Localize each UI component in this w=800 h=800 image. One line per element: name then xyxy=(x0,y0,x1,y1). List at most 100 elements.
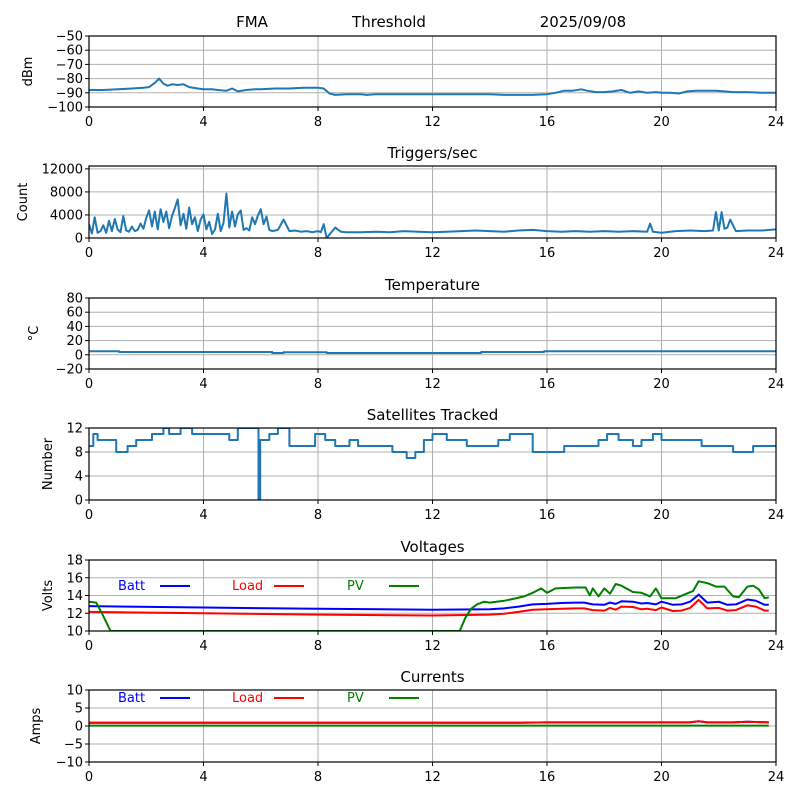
x-tick-label: 16 xyxy=(539,246,556,261)
x-tick-label: 16 xyxy=(539,508,556,523)
series-line-pv xyxy=(89,580,770,631)
y-axis-label: Volts xyxy=(41,580,56,612)
x-tick-label: 24 xyxy=(768,377,785,392)
x-tick-label: 4 xyxy=(199,639,207,654)
x-tick-label: 12 xyxy=(424,770,441,785)
y-tick-label: 80 xyxy=(66,292,83,307)
y-axis-label: dBm xyxy=(21,57,36,87)
series-group xyxy=(89,720,769,727)
x-tick-label: 16 xyxy=(539,377,556,392)
x-tick-label: 20 xyxy=(653,246,670,261)
legend-label: Load xyxy=(232,579,263,594)
x-tick-label: 20 xyxy=(653,770,670,785)
legend-label: Batt xyxy=(118,579,145,594)
legend-label: Load xyxy=(232,691,263,706)
x-tick-label: 12 xyxy=(424,246,441,261)
y-tick-label: −5 xyxy=(64,738,83,753)
figure-header: FMA Threshold 2025/09/08 xyxy=(236,13,626,31)
x-tick-label: 20 xyxy=(653,508,670,523)
y-tick-label: −70 xyxy=(56,58,83,73)
y-tick-label: −80 xyxy=(56,72,83,87)
x-tick-label: 0 xyxy=(85,115,93,130)
panel-satellites: 0 4 8 12 16 20 24 0 4 8 12 Number Satellites Tracked xyxy=(41,406,784,523)
header-date: 2025/09/08 xyxy=(540,13,626,31)
y-tick-label: 0 xyxy=(75,494,83,509)
x-tick-label: 12 xyxy=(424,115,441,130)
legend-label: Batt xyxy=(118,691,145,706)
legend-item-load: Load xyxy=(232,691,304,706)
x-tick-label: 4 xyxy=(199,377,207,392)
x-tick-label: 8 xyxy=(314,115,322,130)
y-tick-label: 20 xyxy=(66,334,83,349)
series-line-satellites xyxy=(89,428,776,500)
y-tick-label: 10 xyxy=(66,625,83,640)
x-tick-label: 4 xyxy=(199,508,207,523)
y-axis-label: Count xyxy=(16,183,31,222)
chart-title: Currents xyxy=(400,668,464,686)
x-tick-label: 0 xyxy=(85,770,93,785)
x-tick-label: 16 xyxy=(539,770,556,785)
panel-signal: 0 4 8 12 16 20 24 −100−90−80−70−60−50 dBm xyxy=(21,30,784,131)
y-tick-label: 12 xyxy=(66,422,83,437)
x-tick-label: 16 xyxy=(539,639,556,654)
series-line-load xyxy=(89,720,769,724)
y-tick-label: 0 xyxy=(75,232,83,247)
x-tick-label: 20 xyxy=(653,377,670,392)
x-tick-label: 8 xyxy=(314,770,322,785)
y-tick-label: 18 xyxy=(66,554,83,569)
chart-title: Voltages xyxy=(400,538,464,556)
x-tick-label: 8 xyxy=(314,377,322,392)
series-group xyxy=(89,350,776,354)
y-tick-label: 0 xyxy=(75,720,83,735)
y-tick-label: 0 xyxy=(75,348,83,363)
y-tick-label: 8 xyxy=(75,446,83,461)
y-tick-label: 4 xyxy=(75,470,83,485)
legend-item-pv: PV xyxy=(347,691,419,706)
x-tick-label: 0 xyxy=(85,639,93,654)
x-tick-label: 4 xyxy=(199,770,207,785)
x-tick-label: 0 xyxy=(85,377,93,392)
x-tick-label: 4 xyxy=(199,115,207,130)
y-tick-label: 12000 xyxy=(42,162,83,177)
y-tick-label: 14 xyxy=(66,589,83,604)
header-station: FMA xyxy=(236,13,269,31)
series-line-temperature xyxy=(89,350,776,354)
series-group xyxy=(89,192,776,238)
y-tick-label: −60 xyxy=(56,44,83,59)
y-axis-label: Amps xyxy=(29,707,44,744)
x-tick-label: 20 xyxy=(653,115,670,130)
y-tick-label: 5 xyxy=(75,702,83,717)
x-tick-label: 24 xyxy=(768,639,785,654)
y-tick-label: 12 xyxy=(66,607,83,622)
series-line-batt xyxy=(89,593,769,611)
chart-title: Triggers/sec xyxy=(387,144,478,162)
series-group xyxy=(89,428,776,500)
series-group xyxy=(89,77,776,96)
x-tick-label: 0 xyxy=(85,508,93,523)
x-tick-label: 4 xyxy=(199,246,207,261)
y-tick-label: 8000 xyxy=(50,185,83,200)
y-tick-label: 4000 xyxy=(50,208,83,223)
x-tick-label: 8 xyxy=(314,246,322,261)
x-tick-label: 24 xyxy=(768,770,785,785)
chart-title: Temperature xyxy=(384,276,480,294)
y-tick-label: 40 xyxy=(66,320,83,335)
legend-item-batt: Batt xyxy=(118,579,190,594)
x-tick-label: 8 xyxy=(314,508,322,523)
series-line-triggers xyxy=(89,192,776,238)
legend: Batt Load PV xyxy=(118,691,419,706)
panel-currents: 0 4 8 12 16 20 24 −10 −5 0 5 10 Amps Currents Batt Load… xyxy=(29,668,784,785)
x-tick-label: 12 xyxy=(424,639,441,654)
series-line-load xyxy=(89,598,769,617)
chart-title: Satellites Tracked xyxy=(367,406,498,424)
y-axis-label: °C xyxy=(27,326,42,342)
legend-label: PV xyxy=(347,691,364,706)
y-tick-label: 16 xyxy=(66,571,83,586)
y-tick-label: −20 xyxy=(56,363,83,378)
legend-item-pv: PV xyxy=(347,579,419,594)
x-tick-label: 8 xyxy=(314,639,322,654)
x-tick-label: 20 xyxy=(653,639,670,654)
